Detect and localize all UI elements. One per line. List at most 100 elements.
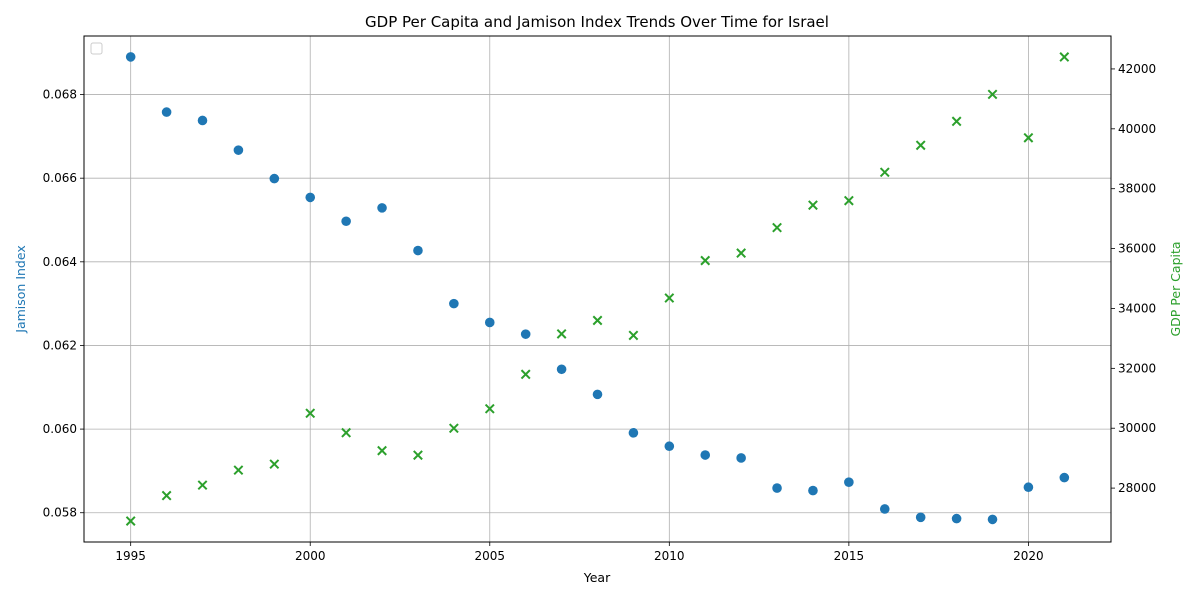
y-right-tick-label: 34000 (1118, 301, 1156, 315)
x-tick-label: 2010 (654, 549, 685, 563)
gdp-per-capita-point (413, 450, 423, 461)
y-left-tick-label: 0.068 (43, 88, 77, 102)
jamison-index-point (1059, 472, 1070, 483)
gdp-per-capita-point (125, 516, 136, 526)
gdp-point-stroke (484, 403, 495, 414)
gdp-per-capita-point (951, 116, 962, 127)
x-tick-label: 2020 (1013, 549, 1044, 563)
jamison-index-point (341, 216, 351, 227)
gdp-point-stroke (161, 490, 172, 501)
gdp-point-stroke (305, 408, 316, 419)
gdp-per-capita-point (987, 89, 998, 100)
gdp-per-capita-point (879, 167, 890, 178)
gdp-point-stroke (808, 200, 818, 211)
gdp-point-stroke (269, 459, 280, 470)
jamison-index-point (413, 245, 423, 256)
jamison-index-point (700, 450, 711, 460)
y-right-axis-title: GDP Per Capita (1168, 241, 1183, 336)
gdp-point-stroke (736, 248, 747, 258)
y-left-tick-label: 0.064 (43, 255, 77, 269)
y-right-tick-label: 28000 (1118, 481, 1156, 495)
jamison-index-point (269, 173, 280, 184)
gdp-per-capita-point (377, 445, 387, 456)
y-left-tick-label: 0.058 (43, 506, 77, 520)
gdp-per-capita-point (197, 480, 208, 491)
y-right-tick-label: 38000 (1118, 182, 1156, 196)
gdp-per-capita-point (269, 459, 280, 470)
gdp-per-capita-point (520, 369, 531, 380)
gdp-per-capita-point (484, 403, 495, 414)
plot-frame (83, 35, 1112, 543)
gdp-point-stroke (664, 293, 675, 303)
gdp-per-capita-point (592, 315, 603, 326)
gdp-point-stroke (1059, 52, 1070, 62)
y-right-tick-label: 40000 (1118, 122, 1156, 136)
gdp-point-stroke (413, 450, 423, 461)
gdp-per-capita-point (808, 200, 818, 211)
gdp-point-stroke (772, 222, 782, 233)
gdp-per-capita-point (700, 255, 711, 266)
grid (84, 36, 1111, 542)
jamison-index-point (161, 107, 172, 117)
axes: 1995 2000 2005 2010 2015 2020 0.058 0.060 0.062 0… (43, 62, 1157, 563)
gdp-per-capita-point (448, 423, 459, 434)
jamison-index-point (664, 441, 675, 452)
x-tick-label: 2015 (834, 549, 865, 563)
x-tick-label: 2000 (295, 549, 326, 563)
y-right-tick-label: 36000 (1118, 242, 1156, 256)
jamison-index-point (951, 513, 962, 524)
gdp-point-stroke (951, 116, 962, 127)
jamison-index-point (592, 389, 603, 400)
jamison-index-point (125, 52, 136, 62)
gdp-per-capita-point (915, 140, 926, 151)
jamison-index-point (449, 298, 459, 309)
y-left-axis-title: Jamison Index (13, 245, 28, 333)
gdp-per-capita-point (664, 293, 675, 303)
jamison-index-point (520, 329, 531, 339)
x-tick-label: 1995 (115, 549, 146, 563)
y-right-tick-label: 42000 (1118, 62, 1156, 76)
legend-box (90, 42, 103, 55)
x-tick-label: 2005 (474, 549, 505, 563)
gdp-per-capita-point (1023, 132, 1034, 143)
gdp-point-stroke (987, 89, 998, 100)
gdp-point-stroke (125, 516, 136, 526)
gdp-point-stroke (341, 427, 352, 438)
x-axis-title: Year (583, 570, 611, 585)
gdp-per-capita-point (1059, 52, 1070, 62)
jamison-index-point (305, 192, 316, 203)
y-left-tick-label: 0.062 (43, 338, 77, 352)
gdp-point-stroke (556, 329, 567, 339)
jamison-index-point (628, 428, 639, 438)
y-right-tick-label: 30000 (1118, 421, 1156, 435)
gdp-point-stroke (520, 369, 531, 380)
gdp-per-capita-point (843, 195, 854, 206)
y-left-tick-label: 0.060 (43, 422, 77, 436)
gdp-point-stroke (843, 195, 854, 206)
jamison-index-point (377, 203, 387, 213)
jamison-index-point (233, 145, 244, 155)
gdp-per-capita-point (556, 329, 567, 339)
y-left-tick-label: 0.066 (43, 171, 77, 185)
gdp-point-stroke (448, 423, 459, 434)
gdp-point-stroke (233, 465, 244, 476)
gdp-per-capita-point (772, 222, 782, 233)
gdp-point-stroke (879, 167, 890, 178)
y-right-tick-label: 32000 (1118, 361, 1156, 375)
chart-title: GDP Per Capita and Jamison Index Trends … (365, 13, 829, 31)
jamison-index-point (987, 514, 998, 525)
gdp-per-capita-point (628, 330, 639, 341)
gdp-point-stroke (915, 140, 926, 151)
jamison-index-point (844, 477, 854, 488)
gdp-point-stroke (1023, 132, 1034, 143)
gdp-per-capita-point (233, 465, 244, 476)
data-marks (125, 52, 1070, 526)
gdp-per-capita-point (341, 427, 352, 438)
gdp-point-stroke (628, 330, 639, 341)
jamison-index-point (1023, 482, 1034, 493)
gdp-point-stroke (197, 480, 208, 491)
gdp-point-stroke (377, 445, 387, 456)
jamison-index-point (736, 453, 746, 463)
